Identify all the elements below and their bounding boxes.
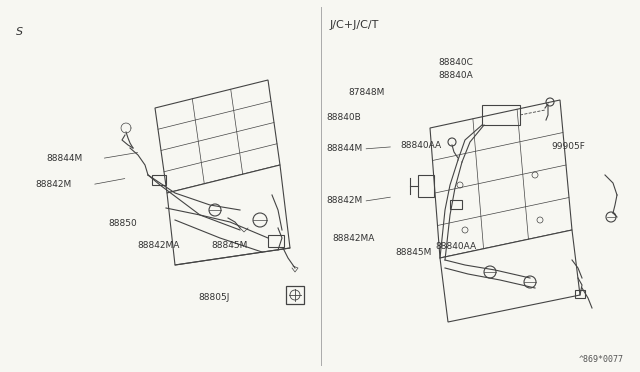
Bar: [286, 286, 304, 304]
Bar: [450, 200, 462, 209]
Text: 88840A: 88840A: [438, 71, 473, 80]
Bar: [268, 235, 284, 247]
Bar: [418, 175, 434, 197]
Text: 99905F: 99905F: [552, 142, 586, 151]
Text: 88842MA: 88842MA: [333, 234, 375, 243]
Text: 88850: 88850: [109, 219, 138, 228]
Polygon shape: [155, 80, 280, 193]
Polygon shape: [430, 100, 572, 258]
Text: 88842M: 88842M: [35, 180, 72, 189]
Text: 88840C: 88840C: [438, 58, 473, 67]
Text: J/C+J/C/T: J/C+J/C/T: [330, 20, 379, 31]
Bar: [575, 290, 585, 298]
Text: 88805J: 88805J: [198, 293, 230, 302]
Text: S: S: [16, 27, 23, 37]
Text: ^869*0077: ^869*0077: [579, 355, 624, 364]
Text: 88842M: 88842M: [326, 196, 363, 205]
Polygon shape: [167, 165, 290, 265]
Text: 88844M: 88844M: [46, 154, 83, 163]
Bar: [152, 175, 166, 185]
Text: 88840AA: 88840AA: [435, 242, 476, 251]
Text: 88845M: 88845M: [211, 241, 248, 250]
Polygon shape: [440, 230, 580, 322]
Text: 88845M: 88845M: [396, 248, 432, 257]
Text: 88840B: 88840B: [326, 113, 361, 122]
Text: 88840AA: 88840AA: [400, 141, 441, 150]
Text: 88842MA: 88842MA: [138, 241, 180, 250]
Text: 87848M: 87848M: [349, 88, 385, 97]
Text: 88844M: 88844M: [326, 144, 363, 153]
Bar: [482, 105, 520, 125]
